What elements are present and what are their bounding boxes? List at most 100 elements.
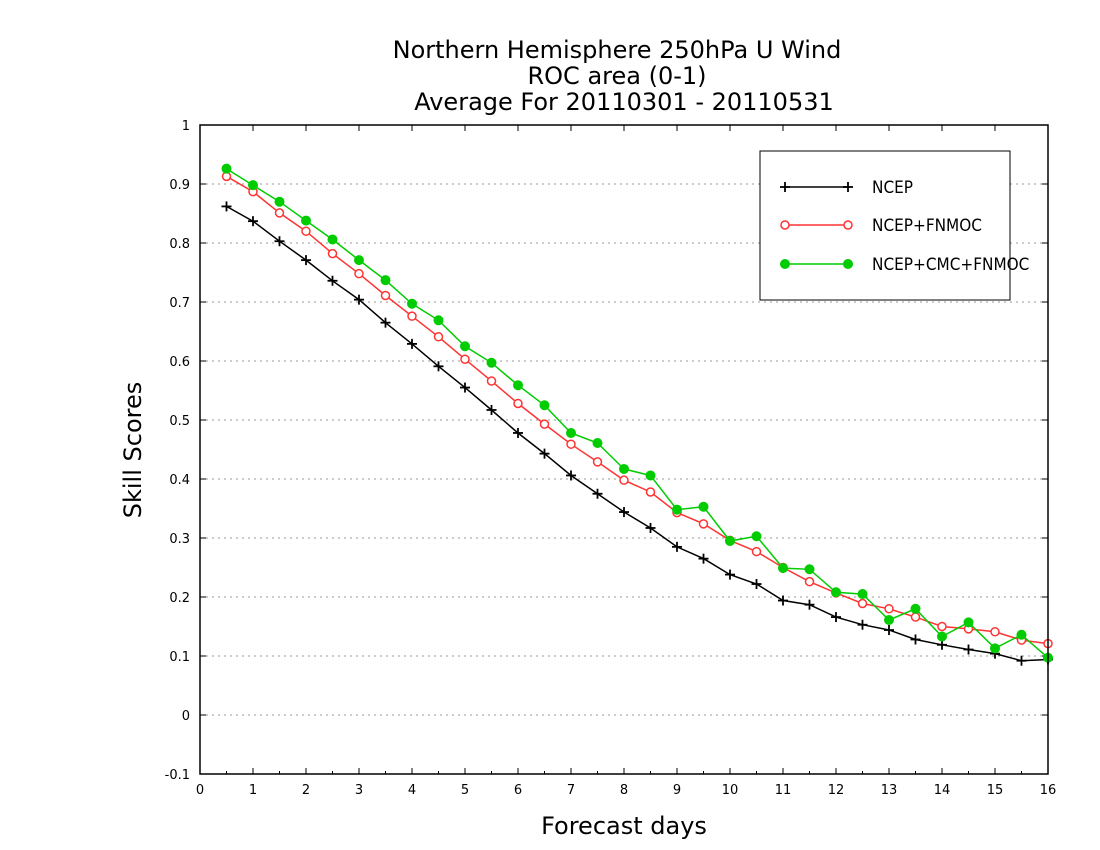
data-point — [751, 546, 762, 557]
x-tick-label: 9 — [673, 783, 681, 798]
data-point — [327, 234, 338, 245]
data-point — [513, 427, 523, 438]
y-tick-label: 1 — [182, 119, 190, 134]
data-point — [725, 569, 735, 580]
legend-marker — [780, 182, 790, 192]
y-tick-label: 0.2 — [169, 591, 190, 606]
data-point — [566, 470, 576, 481]
x-tick-label: 4 — [408, 783, 416, 798]
data-point — [433, 361, 444, 372]
legend-label: NCEP+FNMOC — [872, 216, 982, 236]
series-group — [221, 163, 1053, 666]
data-point — [619, 507, 629, 518]
plot-frame — [199, 124, 1049, 775]
x-tick-label: 1 — [249, 783, 257, 798]
data-point — [486, 357, 497, 368]
data-point — [910, 603, 921, 614]
data-point — [725, 535, 735, 546]
data-point — [407, 311, 417, 321]
data-point — [778, 563, 788, 574]
data-point — [884, 615, 894, 626]
legend-label: NCEP — [872, 178, 913, 198]
legend-marker — [780, 220, 790, 230]
y-tick-label: 0.8 — [169, 237, 190, 252]
y-axis-label: Skill Scores — [119, 382, 147, 519]
data-point — [248, 216, 258, 227]
data-point — [539, 448, 550, 459]
data-point — [539, 400, 550, 411]
data-point — [910, 634, 921, 645]
axis-ticks: -0.100.10.20.30.40.50.60.70.80.910 1 2 3 4 5 6… — [165, 119, 1057, 798]
data-point — [433, 332, 444, 342]
data-point — [778, 595, 788, 606]
y-tick-label: 0.9 — [169, 178, 190, 193]
data-point — [380, 275, 391, 286]
data-point — [937, 631, 947, 642]
y-tick-label: 0.3 — [169, 532, 190, 547]
y-tick-label: 0.6 — [169, 355, 190, 370]
data-point — [831, 612, 841, 623]
y-tick-label: 0.4 — [169, 473, 190, 488]
data-point — [804, 564, 815, 575]
data-point — [672, 541, 682, 552]
data-point — [857, 598, 868, 609]
data-point — [274, 196, 285, 207]
x-tick-label: 7 — [567, 783, 575, 798]
data-point — [327, 275, 338, 286]
data-point — [566, 427, 576, 438]
data-point — [672, 504, 682, 515]
data-point — [963, 644, 974, 655]
x-tick-label: 10 — [722, 783, 739, 798]
data-point — [274, 236, 285, 247]
data-point — [460, 382, 470, 393]
x-tick-label: 13 — [881, 783, 898, 798]
legend: NCEP NCEP+FNMOC NCEP+CMC+FNMOC — [759, 150, 1029, 301]
data-point — [937, 621, 947, 632]
data-point — [433, 315, 444, 326]
legend-marker — [843, 259, 853, 269]
data-point — [619, 463, 629, 474]
data-point — [301, 215, 311, 226]
data-point — [645, 470, 656, 481]
data-point — [831, 587, 841, 598]
legend-label: NCEP+CMC+FNMOC — [872, 255, 1029, 275]
y-tick-label: 0 — [182, 709, 190, 724]
data-point — [804, 599, 815, 610]
data-point — [354, 268, 364, 279]
chart-title-line-2: ROC area (0-1) — [527, 62, 706, 90]
data-point — [592, 457, 603, 467]
data-point — [857, 619, 868, 630]
data-point — [698, 501, 709, 512]
legend-marker — [843, 182, 853, 192]
data-point — [1016, 629, 1027, 640]
x-tick-label: 0 — [196, 783, 204, 798]
data-point — [990, 643, 1000, 654]
x-tick-label: 12 — [828, 783, 845, 798]
y-tick-label: 0.1 — [169, 650, 190, 665]
data-point — [486, 404, 497, 415]
x-tick-label: 5 — [461, 783, 469, 798]
legend-marker — [843, 220, 853, 230]
data-point — [407, 338, 417, 349]
data-point — [327, 248, 338, 259]
data-point — [884, 625, 894, 636]
data-point — [698, 553, 709, 564]
series-line-1 — [226, 205, 1049, 662]
data-point — [592, 438, 603, 449]
x-tick-label: 3 — [355, 783, 363, 798]
data-point — [301, 255, 311, 266]
x-tick-label: 16 — [1040, 783, 1057, 798]
x-tick-label: 2 — [302, 783, 310, 798]
data-point — [221, 163, 232, 174]
data-point — [990, 627, 1000, 637]
data-point — [301, 226, 311, 236]
legend-marker — [780, 259, 790, 269]
data-point — [354, 255, 364, 266]
data-point — [380, 317, 391, 328]
x-tick-label: 6 — [514, 783, 522, 798]
data-point — [645, 522, 656, 533]
data-point — [513, 398, 523, 409]
data-point — [592, 488, 603, 499]
x-tick-label: 15 — [987, 783, 1004, 798]
